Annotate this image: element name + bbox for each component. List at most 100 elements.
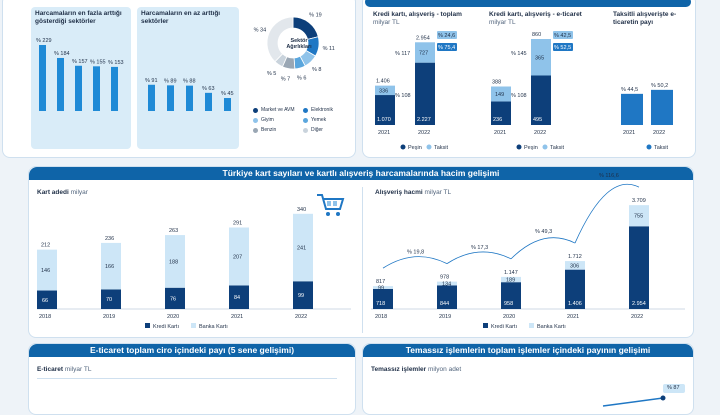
chart1-year-label: 2022	[418, 130, 430, 136]
card-bank-label: 188	[169, 259, 178, 265]
chart3-bar	[621, 93, 643, 125]
legend-bank-label: Banka Kartı	[199, 324, 228, 330]
ecommerce-panel: E-ticaret toplam ciro içindeki payı (5 s…	[28, 343, 356, 415]
chart1-taksit-label: 727	[419, 50, 428, 56]
chart2-total-label: 388	[492, 80, 501, 86]
chart1-growth-pesin: % 108	[395, 93, 411, 99]
donut-slice-label: % 5	[267, 71, 276, 77]
contactless-trend-line	[602, 397, 664, 407]
contactless-value-label: % 87	[667, 385, 680, 391]
volume-year-label: 2018	[375, 314, 387, 320]
volume-credit-bar	[565, 269, 585, 309]
volume-growth-label: % 49,3	[535, 229, 552, 235]
volume-growth-label: % 116,6	[599, 173, 619, 179]
chart2-pesin-label: 236	[493, 117, 502, 123]
card-bank-label: 166	[105, 264, 114, 270]
chart1-taksit-bar	[375, 85, 395, 96]
chart1-total-label: 1.406	[376, 79, 390, 85]
legend-taksit-label-3: Taksit	[654, 145, 669, 151]
donut-legend-item: Market ve AVM	[253, 107, 295, 113]
card-credit-label: 66	[42, 298, 48, 304]
volume-growth-label: % 19,8	[407, 250, 424, 256]
volume-growth-arrow	[574, 183, 640, 244]
volume-total-label: 3.709	[632, 198, 646, 204]
card-total-label: 340	[297, 207, 306, 213]
volume-credit-bar	[629, 226, 649, 309]
lowest-bar-label: % 88	[183, 79, 196, 85]
volume-bank-bar	[373, 286, 393, 289]
card-credit-label: 70	[106, 297, 112, 303]
card-credit-label: 99	[298, 293, 304, 299]
card-total-label: 291	[233, 221, 242, 227]
volume-total-label: 1.712	[568, 254, 582, 260]
card-credit-bar	[37, 290, 57, 309]
chart2-taksit-bar	[531, 39, 551, 76]
ecommerce-title: E-ticaret milyar TL	[37, 366, 91, 374]
chart2-unit: milyar TL	[489, 19, 516, 26]
legend-bank-swatch	[191, 323, 196, 328]
contactless-panel: Temassız işlemlerin toplam işlemler için…	[362, 343, 694, 415]
chart1-year-label: 2021	[378, 130, 390, 136]
volume-credit-bar	[501, 282, 521, 309]
chart3-year-label: 2021	[623, 130, 635, 136]
lowest-bar	[186, 85, 193, 111]
chart3-bar-label: % 44,5	[621, 87, 638, 93]
chart3-title: Taksitli alışverişte e-ticaretin payı	[613, 11, 677, 26]
volume-credit-label: 844	[440, 301, 449, 307]
lowest-bar-label: % 63	[202, 86, 215, 92]
volume-unit: milyar TL	[424, 189, 452, 196]
card-bank-bar	[101, 242, 121, 290]
chart1-taksit-bar	[415, 42, 435, 63]
card-credit-bar	[229, 285, 249, 309]
card-credit-bar	[165, 287, 185, 309]
donut-slice-label: % 11	[323, 46, 335, 52]
legend-pesin-swatch-2	[516, 144, 522, 150]
middle-banner: Türkiye kart sayıları ve kartlı alışveri…	[29, 167, 693, 180]
card-bank-label: 207	[233, 255, 242, 261]
chart2-share-pesin-badge	[553, 43, 573, 51]
donut-slice-label: % 8	[312, 67, 321, 73]
credit-card-banner	[365, 0, 691, 7]
chart3-bar	[651, 89, 673, 125]
chart1-title: Kredi kartı, alışveriş - toplam	[373, 11, 462, 18]
donut-legend-item: Diğer	[303, 127, 323, 133]
donut-legend-item: Giyim	[253, 117, 274, 123]
chart1-growth-total: % 117	[395, 51, 410, 57]
donut-slice	[266, 16, 294, 63]
legend-taksit-swatch	[426, 144, 432, 150]
ecommerce-unit: milyar TL	[64, 366, 92, 373]
volume-bank-label: 99	[378, 286, 384, 292]
volume-total-label: 817	[376, 279, 385, 285]
volume-credit-label: 718	[376, 301, 385, 307]
donut-slice	[292, 16, 319, 40]
legend-credit-label: Kredi Kartı	[153, 324, 179, 330]
highest-bar-label: % 229	[36, 38, 52, 44]
legend-swatch	[303, 107, 308, 113]
card-bank-bar	[165, 235, 185, 288]
chart1-share-pesin: % 75,4	[438, 45, 455, 51]
chart1-share-pesin-badge	[437, 43, 457, 51]
chart2-year-label: 2021	[494, 130, 506, 136]
donut-slice-label: % 34	[254, 28, 267, 34]
ecommerce-divider	[37, 378, 337, 379]
donut-slice-label: % 19	[309, 13, 322, 19]
lowest-bar	[148, 84, 155, 111]
card-year-label: 2020	[167, 314, 179, 320]
volume-credit-label: 1.406	[568, 301, 582, 307]
chart1-share-taksit: % 24,6	[438, 33, 455, 39]
chart1-pesin-label: 1.070	[377, 117, 391, 123]
volume-bank-label: 306	[570, 263, 579, 269]
chart2-share-taksit: % 42,5	[554, 33, 571, 39]
sector-panel: Harcamaların en fazla arttığı gösterdiği…	[2, 0, 356, 158]
legend-taksit-label-2: Taksit	[550, 145, 565, 151]
lowest-bar-label: % 45	[221, 91, 234, 97]
chart2-share-pesin: % 52,5	[554, 45, 571, 51]
volume-bank-bar	[629, 205, 649, 227]
chart2-pesin-label: 495	[533, 117, 542, 123]
contactless-trend-dot	[660, 395, 666, 401]
chart1-unit: milyar TL	[373, 19, 400, 26]
lowest-bar	[224, 98, 231, 111]
contactless-chart	[602, 384, 685, 407]
chart1-pesin-bar	[415, 62, 435, 125]
